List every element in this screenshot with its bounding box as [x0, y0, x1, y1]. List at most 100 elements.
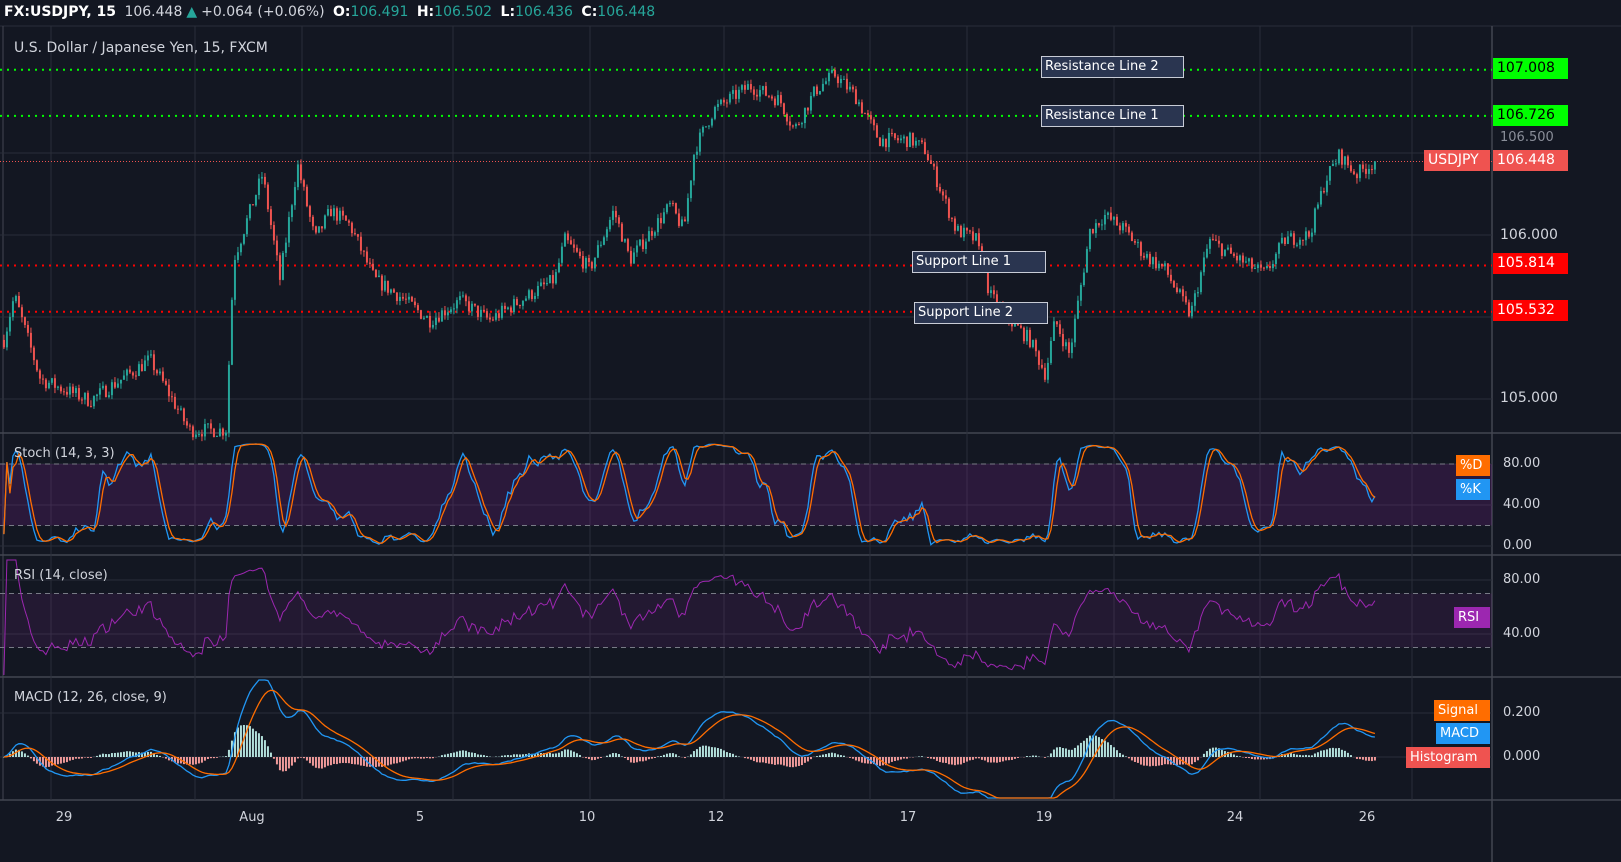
- candle-body: [848, 86, 851, 90]
- candle-body: [518, 304, 521, 306]
- candle-body: [14, 295, 17, 302]
- candle-body: [689, 180, 692, 199]
- candle-body: [239, 243, 242, 253]
- last-price: 106.448: [124, 4, 183, 20]
- macd-histogram-bar: [1298, 754, 1301, 757]
- candle-body: [1058, 324, 1061, 335]
- macd-histogram-bar: [98, 754, 101, 757]
- macd-histogram-bar: [986, 757, 989, 763]
- macd-histogram-bar: [1187, 757, 1190, 766]
- candle-body: [1178, 289, 1181, 292]
- resistance-line-2-label[interactable]: Resistance Line 2: [1041, 56, 1184, 78]
- candle-body: [110, 382, 113, 396]
- candle-body: [560, 246, 563, 263]
- candle-body: [839, 78, 842, 84]
- macd-histogram-bar: [344, 757, 347, 764]
- candle-body: [281, 252, 284, 280]
- candle-body: [338, 210, 341, 221]
- candle-body: [2, 339, 5, 348]
- macd-histogram-bar: [782, 757, 785, 766]
- macd-histogram-bar: [755, 757, 758, 763]
- macd-histogram-bar: [938, 757, 941, 763]
- candle-body: [641, 239, 644, 250]
- candle-body: [44, 379, 47, 389]
- candle-body: [311, 216, 314, 227]
- candle-body: [800, 123, 803, 125]
- macd-histogram-bar: [383, 757, 386, 766]
- macd-histogram-bar: [188, 757, 191, 765]
- macd-histogram-bar: [575, 753, 578, 757]
- candle-body: [161, 371, 164, 381]
- macd-histogram-bar: [476, 754, 479, 757]
- macd-histogram-bar: [509, 755, 512, 757]
- candle-body: [140, 364, 143, 372]
- macd-histogram-bar: [320, 757, 323, 769]
- macd-histogram-bar: [1307, 755, 1310, 757]
- macd-histogram-bar: [836, 754, 839, 757]
- candle-body: [965, 227, 968, 231]
- candle-body: [1037, 351, 1040, 365]
- open-value: 106.491: [350, 4, 409, 20]
- macd-histogram-bar: [998, 757, 1001, 763]
- candle-body: [1064, 342, 1067, 347]
- chart-title: U.S. Dollar / Japanese Yen, 15, FXCM: [14, 40, 268, 56]
- macd-histogram-bar: [398, 757, 401, 763]
- macd-histogram-bar: [647, 757, 650, 760]
- signal-tag: Signal: [1434, 700, 1490, 721]
- candle-body: [668, 203, 671, 205]
- macd-histogram-bar: [1070, 749, 1073, 757]
- support-line-2-label[interactable]: Support Line 2: [914, 302, 1048, 324]
- macd-histogram-bar: [44, 757, 47, 768]
- candle-body: [1148, 253, 1151, 265]
- macd-histogram-bar: [332, 757, 335, 764]
- candle-body: [605, 229, 608, 238]
- macd-histogram-bar: [110, 753, 113, 757]
- macd-histogram-bar: [578, 754, 581, 757]
- macd-histogram-bar: [689, 754, 692, 757]
- macd-histogram-bar: [941, 757, 944, 763]
- macd-histogram-bar: [1301, 755, 1304, 757]
- candle-body: [740, 85, 743, 90]
- support-line-1-label[interactable]: Support Line 1: [912, 251, 1046, 273]
- candle-body: [209, 423, 212, 429]
- macd-histogram-bar: [815, 756, 818, 757]
- candle-body: [326, 209, 329, 216]
- candle-body: [914, 140, 917, 146]
- macd-histogram-bar: [485, 755, 488, 757]
- candle-body: [428, 315, 431, 328]
- candle-body: [365, 251, 368, 263]
- macd-histogram-bar: [548, 752, 551, 757]
- macd-histogram-bar: [1214, 747, 1217, 757]
- signal-line: [3, 689, 1376, 799]
- macd-histogram-bar: [1106, 742, 1109, 757]
- macd-histogram-bar: [1235, 755, 1238, 757]
- candle-body: [23, 317, 26, 325]
- candle-body: [245, 218, 248, 235]
- candle-body: [104, 385, 107, 398]
- candle-body: [563, 233, 566, 247]
- candle-body: [152, 354, 155, 371]
- macd-tag: MACD: [1436, 723, 1490, 744]
- macd-histogram-bar: [401, 757, 404, 762]
- macd-histogram-bar: [200, 757, 203, 763]
- macd-histogram-bar: [305, 757, 308, 761]
- resistance-line-1-label[interactable]: Resistance Line 1: [1041, 105, 1184, 127]
- macd-histogram-bar: [1031, 755, 1034, 757]
- candle-body: [389, 289, 392, 293]
- candle-body: [725, 102, 728, 104]
- candle-body: [275, 240, 278, 256]
- candle-body: [911, 132, 914, 146]
- macd-histogram-bar: [1061, 748, 1064, 757]
- macd-histogram-bar: [266, 746, 269, 757]
- stoch-tick-0: 0.00: [1503, 538, 1532, 553]
- macd-histogram-bar: [965, 757, 968, 762]
- macd-histogram-bar: [215, 757, 218, 758]
- macd-histogram-bar: [677, 756, 680, 757]
- candle-body: [731, 90, 734, 94]
- macd-histogram-bar: [74, 757, 77, 759]
- macd-histogram-bar: [1148, 757, 1151, 767]
- candle-body: [764, 86, 767, 96]
- symbol-name[interactable]: FX:USDJPY, 15: [4, 4, 116, 20]
- candle-body: [629, 250, 632, 264]
